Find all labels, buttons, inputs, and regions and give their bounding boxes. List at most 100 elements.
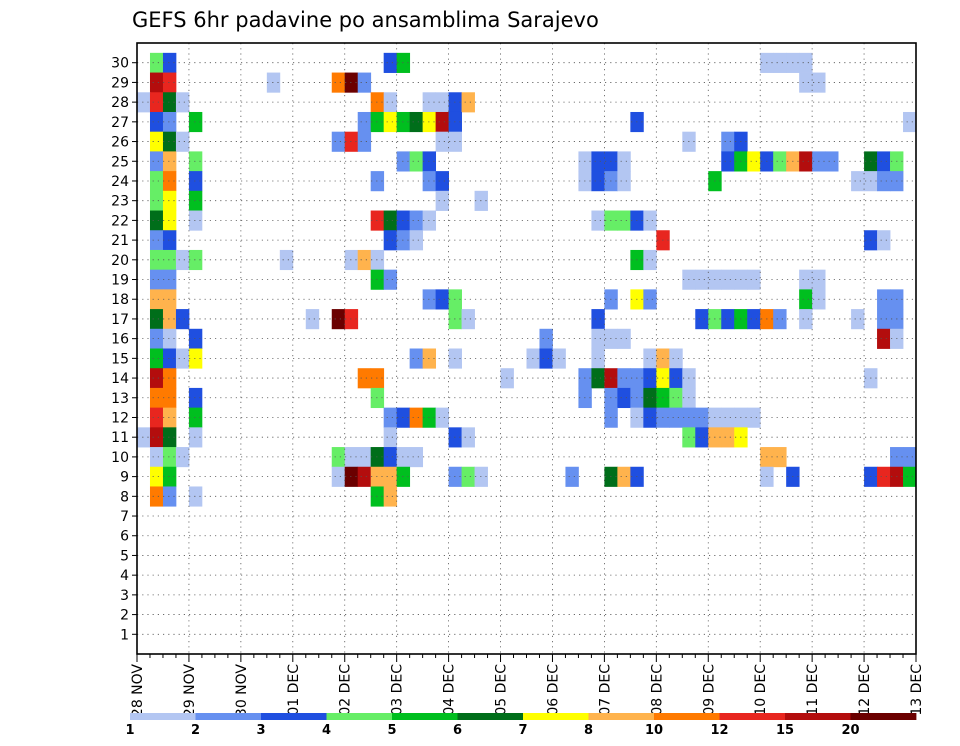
precip-cell bbox=[331, 466, 346, 487]
precip-cell bbox=[149, 466, 164, 487]
x-tick-label: 30 NOV bbox=[234, 664, 250, 718]
x-tick-label: 05 DEC bbox=[494, 664, 510, 716]
x-tick-label: 03 DEC bbox=[390, 664, 406, 716]
y-tick-label: 29 bbox=[111, 75, 129, 91]
x-axis: 28 NOV 29 NOV 30 NOV 01 DEC 02 DEC 03 DEC 04 D… bbox=[130, 654, 925, 717]
precip-cell bbox=[409, 348, 424, 369]
precip-cell bbox=[331, 131, 346, 152]
y-tick-label: 5 bbox=[120, 548, 129, 564]
precip-cell bbox=[188, 210, 203, 231]
precip-cell bbox=[851, 171, 865, 192]
colorbar-label: 2 bbox=[191, 723, 200, 738]
precip-cell bbox=[435, 289, 449, 310]
y-tick-label: 19 bbox=[111, 273, 129, 289]
precip-cell bbox=[149, 368, 164, 389]
precip-cell bbox=[149, 309, 164, 330]
colorbar-label: 4 bbox=[322, 723, 331, 738]
y-tick-label: 6 bbox=[120, 529, 129, 545]
y-tick-label: 27 bbox=[111, 115, 129, 131]
y-tick-label: 30 bbox=[111, 56, 129, 72]
precip-cell bbox=[643, 249, 657, 271]
precip-cell bbox=[643, 210, 657, 231]
precip-cell bbox=[149, 249, 164, 271]
precip-cell bbox=[149, 171, 164, 192]
precip-cell bbox=[149, 111, 164, 133]
precip-cell bbox=[643, 348, 657, 369]
x-tick-label: 11 DEC bbox=[805, 664, 821, 716]
precip-cell bbox=[721, 151, 735, 172]
precip-cell bbox=[617, 387, 631, 409]
colorbar-swatch bbox=[195, 713, 262, 720]
precip-cell bbox=[162, 190, 177, 211]
y-tick-label: 8 bbox=[120, 489, 129, 505]
x-tick-label: 04 DEC bbox=[442, 664, 458, 716]
precip-cell bbox=[175, 249, 190, 271]
colorbar-swatch bbox=[654, 713, 720, 720]
precip-cell bbox=[409, 407, 424, 428]
y-tick-label: 25 bbox=[111, 154, 129, 170]
precip-cell bbox=[188, 111, 203, 133]
precip-cell bbox=[383, 407, 398, 428]
precip-cell bbox=[747, 269, 761, 290]
precip-cell bbox=[188, 190, 203, 211]
precip-cell bbox=[149, 151, 164, 172]
precip-cell bbox=[162, 151, 177, 172]
precip-cell bbox=[409, 210, 424, 231]
precip-cell bbox=[539, 328, 553, 349]
precip-cell bbox=[331, 309, 346, 330]
colorbar-swatch bbox=[326, 713, 393, 720]
y-tick-label: 10 bbox=[111, 450, 129, 466]
precip-cell bbox=[799, 151, 813, 172]
y-tick-label: 3 bbox=[120, 588, 129, 604]
precip-cell bbox=[409, 151, 424, 172]
precip-cell bbox=[669, 348, 683, 369]
y-tick-label: 4 bbox=[120, 568, 129, 584]
precip-cell bbox=[188, 348, 203, 369]
precip-cell bbox=[903, 447, 917, 468]
precip-cell bbox=[149, 230, 164, 251]
precip-cell bbox=[643, 407, 657, 428]
precip-cell bbox=[903, 466, 917, 487]
precip-cell bbox=[383, 486, 398, 507]
precip-cell bbox=[357, 368, 372, 389]
chart-title: GEFS 6hr padavine po ansamblima Sarajevo bbox=[132, 8, 599, 32]
precip-cell bbox=[162, 447, 177, 468]
colorbar-swatch bbox=[850, 713, 917, 720]
x-tick-label: 02 DEC bbox=[338, 664, 354, 716]
precip-cell bbox=[383, 447, 398, 468]
precip-cell bbox=[149, 348, 164, 369]
precip-cell bbox=[617, 466, 631, 487]
y-tick-label: 15 bbox=[111, 351, 129, 367]
precip-cell bbox=[266, 72, 281, 93]
y-tick-label: 1 bbox=[120, 627, 129, 643]
precip-cell bbox=[162, 249, 177, 271]
precip-cell bbox=[162, 486, 177, 507]
precip-cell bbox=[188, 328, 203, 349]
precip-cell bbox=[617, 368, 631, 389]
precip-cell bbox=[357, 249, 372, 271]
precip-cell bbox=[591, 151, 605, 172]
precip-cell bbox=[435, 407, 449, 428]
precip-cell bbox=[149, 131, 164, 152]
y-tick-label: 24 bbox=[111, 174, 129, 190]
precip-cell bbox=[383, 52, 398, 73]
precip-cell bbox=[188, 387, 203, 409]
precip-cell bbox=[344, 309, 359, 330]
precip-cell bbox=[162, 269, 177, 290]
y-tick-label: 28 bbox=[111, 95, 129, 111]
precip-cell bbox=[149, 92, 164, 113]
precip-cell bbox=[383, 210, 398, 231]
precip-cell bbox=[175, 447, 190, 468]
precip-cell bbox=[773, 309, 787, 330]
y-tick-label: 23 bbox=[111, 194, 129, 210]
colorbar-label: 10 bbox=[645, 723, 663, 738]
colorbar-swatch bbox=[392, 713, 458, 720]
colorbar-swatch bbox=[785, 713, 851, 720]
y-tick-label: 9 bbox=[120, 470, 129, 486]
colorbar-label: 6 bbox=[453, 723, 462, 738]
precip-cell bbox=[799, 309, 813, 330]
precip-cell bbox=[357, 447, 372, 468]
precip-cell bbox=[188, 171, 203, 192]
precip-cell bbox=[617, 328, 631, 349]
